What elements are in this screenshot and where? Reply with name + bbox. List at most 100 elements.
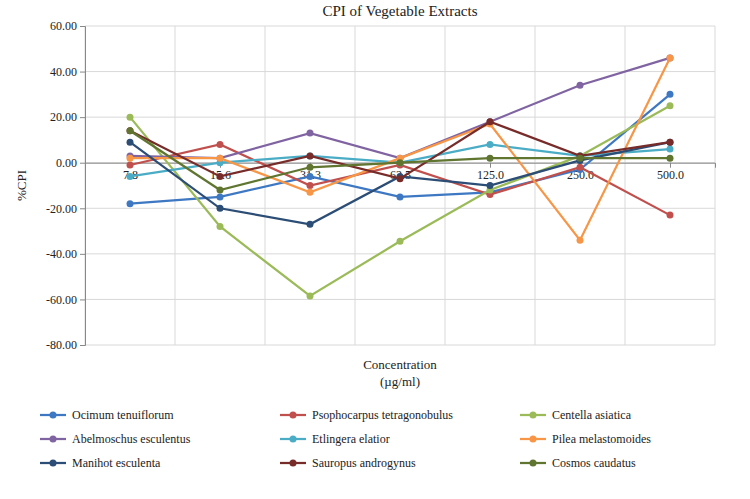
legend: Ocimum tenuiflorumPsophocarpus tetragono… xyxy=(40,408,651,470)
legend-label: Abelmoschus esculentus xyxy=(72,432,191,446)
legend-label: Manihot esculenta xyxy=(72,456,161,470)
point-group xyxy=(397,175,404,182)
data-point xyxy=(217,187,224,194)
series-line xyxy=(130,94,670,203)
legend-item: Cosmos caudatus xyxy=(520,456,636,470)
point-group xyxy=(217,155,224,162)
point-group xyxy=(487,155,494,162)
legend-item: Manihot esculenta xyxy=(40,456,161,470)
data-point xyxy=(667,146,674,153)
y-tick-mark xyxy=(80,254,85,255)
point-group xyxy=(217,155,224,162)
legend-marker-group xyxy=(290,436,297,443)
point-group xyxy=(577,155,584,162)
data-point xyxy=(127,127,134,134)
legend-item: Etlingera elatior xyxy=(280,432,390,446)
y-tick-label: -80.00 xyxy=(46,338,77,352)
legend-item: Abelmoschus esculentus xyxy=(40,432,191,446)
chart: -80.00-60.00-40.00-20.000.0020.0040.0060… xyxy=(0,0,750,499)
category-divider xyxy=(445,26,446,345)
x-tick: 500.0 xyxy=(657,163,684,183)
legend-label: Cosmos caudatus xyxy=(552,456,636,470)
y-tick: -60.00 xyxy=(46,293,85,307)
data-point xyxy=(667,212,674,219)
x-tick-label: 500.0 xyxy=(657,168,684,182)
data-point xyxy=(487,141,494,148)
data-point xyxy=(397,193,404,200)
legend-marker-group xyxy=(50,436,57,443)
point-group xyxy=(217,173,224,180)
data-point xyxy=(307,152,314,159)
point-group xyxy=(127,127,134,134)
data-point xyxy=(487,118,494,125)
point-group xyxy=(127,173,134,180)
category-divider xyxy=(535,26,536,345)
y-tick: 60.00 xyxy=(50,19,85,33)
data-point xyxy=(397,159,404,166)
x-axis-title: Concentration(µg/ml) xyxy=(363,357,437,389)
legend-item: Pilea melastomoides xyxy=(520,432,651,446)
grid-line xyxy=(85,26,715,27)
series-line xyxy=(130,131,670,190)
series-line xyxy=(130,58,670,240)
point-group xyxy=(577,82,584,89)
point-group xyxy=(667,212,674,219)
legend-marker-group xyxy=(50,460,57,467)
data-point xyxy=(667,102,674,109)
y-tick-mark xyxy=(80,72,85,73)
point-group xyxy=(307,189,314,196)
data-point xyxy=(127,161,134,168)
point-group xyxy=(667,139,674,146)
x-tick-label: 125.0 xyxy=(477,168,504,182)
point-group xyxy=(397,193,404,200)
data-point xyxy=(667,139,674,146)
point-group xyxy=(307,152,314,159)
series-group xyxy=(127,54,674,299)
y-tick: 20.00 xyxy=(50,110,85,124)
x-tick: 125.0 xyxy=(477,163,504,183)
point-group xyxy=(667,91,674,98)
y-tick-label: 0.00 xyxy=(56,156,77,170)
point-group xyxy=(307,152,314,159)
point-group xyxy=(667,54,674,61)
series-line xyxy=(130,122,670,179)
data-point xyxy=(307,152,314,159)
legend-marker xyxy=(530,412,537,419)
y-axis-title: %CPI xyxy=(14,170,29,201)
y-axis: -80.00-60.00-40.00-20.000.0020.0040.0060… xyxy=(46,19,86,352)
point-group xyxy=(217,141,224,148)
y-tick: -80.00 xyxy=(46,338,85,352)
legend-marker-group xyxy=(530,436,537,443)
legend-label: Psophocarpus tetragonobulus xyxy=(312,408,453,422)
data-point xyxy=(217,223,224,230)
x-tick-mark xyxy=(490,163,491,168)
legend-marker xyxy=(290,460,297,467)
data-point xyxy=(667,91,674,98)
data-point xyxy=(307,130,314,137)
y-tick-mark xyxy=(80,117,85,118)
legend-item: Psophocarpus tetragonobulus xyxy=(280,408,453,422)
point-group xyxy=(307,182,314,189)
y-tick-label: 40.00 xyxy=(50,65,77,79)
data-point xyxy=(667,54,674,61)
point-group xyxy=(667,146,674,153)
legend-marker xyxy=(290,436,297,443)
point-group xyxy=(127,114,134,121)
legend-label: Sauropus androgynus xyxy=(312,456,416,470)
y-tick: 40.00 xyxy=(50,65,85,79)
legend-marker xyxy=(290,412,297,419)
point-group xyxy=(307,221,314,228)
point-group xyxy=(307,164,314,171)
point-group xyxy=(487,118,494,125)
data-point xyxy=(307,221,314,228)
data-point xyxy=(307,293,314,300)
grid-line xyxy=(85,117,715,118)
point-group xyxy=(127,139,134,146)
point-group xyxy=(217,187,224,194)
category-divider xyxy=(175,26,176,345)
data-point xyxy=(577,82,584,89)
data-point xyxy=(487,118,494,125)
y-tick-label: 60.00 xyxy=(50,19,77,33)
y-tick-mark xyxy=(80,26,85,27)
data-point xyxy=(217,155,224,162)
